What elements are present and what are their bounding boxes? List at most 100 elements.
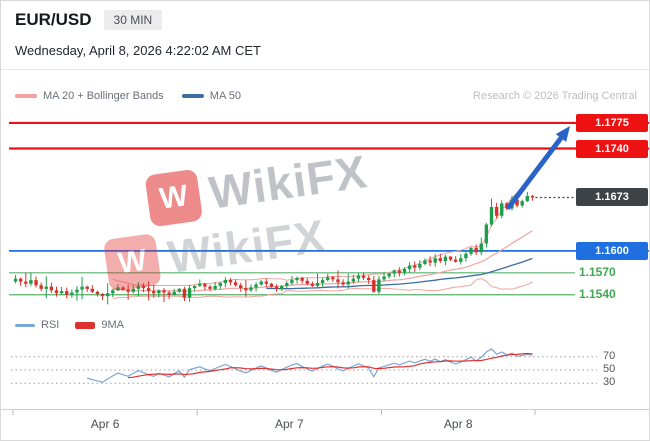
candle-body bbox=[402, 269, 407, 273]
candle-body bbox=[95, 291, 100, 294]
candle-body bbox=[459, 258, 463, 262]
candle-body bbox=[423, 260, 427, 265]
candle-body bbox=[29, 280, 33, 284]
candle-body bbox=[59, 291, 64, 294]
candle-body bbox=[453, 259, 458, 262]
candle-body bbox=[310, 283, 315, 286]
rsi-legend: RSI 9MA bbox=[15, 319, 124, 331]
candle-body bbox=[70, 292, 74, 295]
candle-body bbox=[136, 285, 141, 289]
bollinger-lower-line bbox=[112, 277, 533, 300]
candle-body bbox=[305, 280, 309, 284]
legend-item-rsi: RSI bbox=[15, 319, 59, 331]
candle-body bbox=[34, 280, 38, 286]
header-divider bbox=[1, 69, 649, 70]
rsi-line bbox=[87, 348, 533, 383]
candle-body bbox=[259, 281, 263, 285]
up-arrow-head-icon bbox=[555, 126, 570, 142]
candle-body bbox=[530, 196, 535, 198]
candle-body bbox=[346, 281, 350, 285]
candle-body bbox=[392, 270, 396, 274]
candle-body bbox=[116, 287, 120, 291]
candle-body bbox=[213, 285, 217, 289]
candle-body bbox=[351, 278, 356, 282]
candle-body bbox=[331, 277, 335, 280]
candle-body bbox=[208, 286, 212, 289]
candle-body bbox=[290, 280, 294, 284]
candle-body bbox=[484, 224, 489, 244]
candle-body bbox=[372, 280, 376, 292]
candle-body bbox=[141, 285, 146, 289]
candle-body bbox=[198, 283, 202, 286]
x-axis-label: Apr 8 bbox=[443, 417, 473, 431]
candle-body bbox=[100, 293, 105, 297]
candle-body bbox=[407, 265, 412, 270]
candle-body bbox=[18, 278, 23, 282]
candle-body bbox=[24, 281, 28, 284]
candle-body bbox=[172, 291, 176, 295]
candle-body bbox=[13, 278, 18, 282]
x-axis: Apr 6 Apr 7 Apr 8 bbox=[1, 409, 649, 440]
candle-body bbox=[489, 207, 494, 225]
candle-body bbox=[474, 247, 478, 253]
candle-body bbox=[111, 290, 115, 294]
candle-body bbox=[366, 277, 371, 281]
header: EUR/USD 30 MIN bbox=[15, 10, 163, 30]
candle-body bbox=[320, 280, 325, 284]
candle-body bbox=[464, 253, 468, 259]
candle-body bbox=[315, 283, 320, 286]
candle-body bbox=[162, 290, 166, 293]
candle-body bbox=[105, 293, 110, 297]
rsi-ma-swatch-icon bbox=[75, 321, 96, 329]
candle-body bbox=[418, 264, 422, 268]
candle-body bbox=[433, 258, 437, 263]
candle-body bbox=[377, 279, 381, 292]
candle-body bbox=[500, 203, 504, 216]
candle-body bbox=[285, 283, 289, 286]
candle-body bbox=[187, 288, 192, 298]
ma50-line bbox=[266, 257, 533, 290]
legend-ma20-label: MA 20 + Bollinger Bands bbox=[43, 90, 164, 102]
candle-body bbox=[336, 279, 340, 283]
candle-body bbox=[361, 275, 366, 278]
candle-body bbox=[249, 287, 253, 291]
candle-body bbox=[152, 291, 156, 294]
candle-body bbox=[44, 286, 48, 289]
candle-body bbox=[203, 283, 207, 287]
candle-body bbox=[479, 243, 483, 253]
candle-body bbox=[515, 199, 519, 206]
candle-body bbox=[413, 265, 417, 268]
candle-body bbox=[525, 196, 530, 202]
ma50-swatch-icon bbox=[181, 94, 204, 98]
candle-body bbox=[274, 286, 279, 289]
candle-body bbox=[326, 277, 330, 281]
candle-body bbox=[387, 273, 391, 277]
legend-ma50-label: MA 50 bbox=[209, 90, 241, 102]
candle-body bbox=[54, 290, 59, 294]
x-axis-label: Apr 6 bbox=[90, 417, 120, 431]
candle-body bbox=[182, 288, 187, 298]
candle-body bbox=[121, 287, 125, 290]
candle-body bbox=[244, 288, 248, 291]
research-credit: Research © 2026 Trading Central bbox=[472, 90, 637, 102]
legend-item-ma50: MA 50 bbox=[181, 90, 241, 102]
candle-body bbox=[39, 285, 43, 289]
candle-body bbox=[443, 256, 448, 262]
legend-item-9ma: 9MA bbox=[75, 319, 124, 331]
rsi-swatch-icon bbox=[15, 323, 35, 327]
candle-body bbox=[341, 282, 345, 285]
candle-body bbox=[264, 281, 269, 284]
ma20-swatch-icon bbox=[15, 94, 37, 98]
x-axis-label: Apr 7 bbox=[275, 417, 304, 431]
bollinger-upper-line bbox=[112, 178, 533, 287]
candle-body bbox=[295, 277, 299, 281]
candle-body bbox=[65, 291, 69, 295]
candle-body bbox=[131, 288, 135, 292]
candle-body bbox=[90, 288, 95, 292]
candle-body bbox=[223, 280, 228, 284]
candle-body bbox=[228, 280, 233, 283]
candle-body bbox=[428, 260, 432, 263]
candle-body bbox=[448, 256, 453, 260]
